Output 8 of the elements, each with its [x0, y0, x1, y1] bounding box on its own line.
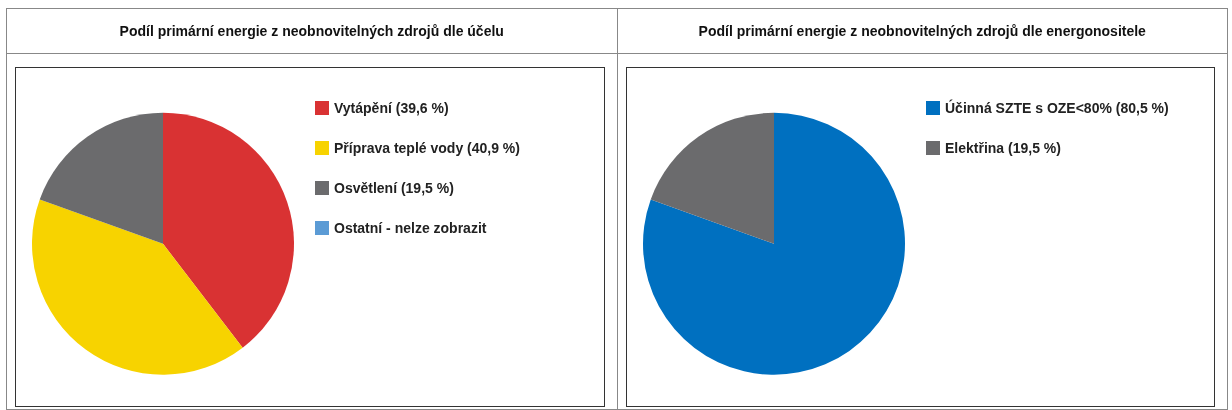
legend-label: Osvětlení (19,5 %)	[334, 180, 454, 196]
chart-title: Podíl primární energie z neobnovitelných zdrojů dle energonositele	[617, 9, 1227, 54]
chart-title: Podíl primární energie z neobnovitelných zdrojů dle účelu	[7, 9, 617, 54]
legend-label: Vytápění (39,6 %)	[334, 100, 449, 116]
legend-label: Účinná SZTE s OZE<80% (80,5 %)	[944, 99, 1169, 116]
legend-label: Elektřina (19,5 %)	[944, 140, 1061, 156]
legend-label: Ostatní - nelze zobrazit	[334, 220, 487, 236]
legend-label: Příprava teplé vody (40,9 %)	[334, 140, 520, 156]
